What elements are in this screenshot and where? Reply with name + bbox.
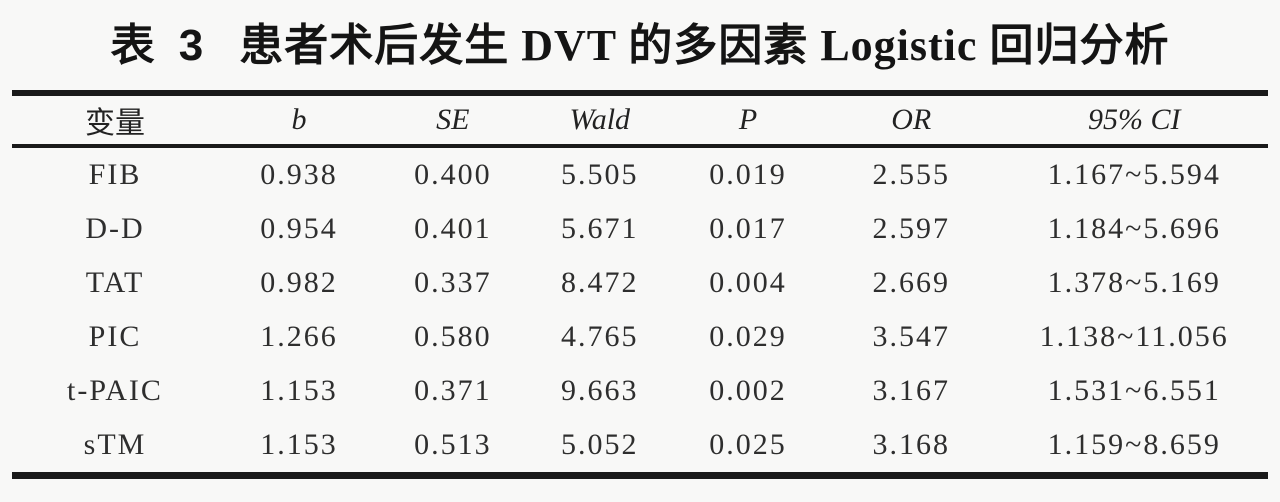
table-cell: 0.019 <box>709 158 787 191</box>
table-cell: 4.765 <box>561 320 639 353</box>
table-cell: 0.954 <box>260 212 338 245</box>
column-header: 变量 <box>84 107 145 140</box>
table-cell: 0.017 <box>709 212 787 245</box>
table-cell: 0.004 <box>709 266 787 299</box>
table-cell: 5.671 <box>561 212 639 245</box>
table-cell: 1.266 <box>260 320 338 353</box>
table-cell: PIC <box>88 320 142 353</box>
column-header: P <box>738 103 758 136</box>
table-row: t-PAIC 1.153 0.371 9.663 0.002 3.167 1.531~6.5… <box>12 364 1268 418</box>
table-header-row: 变量 b SE Wald P OR 95% CI <box>12 96 1268 146</box>
table-cell: 0.938 <box>260 158 338 191</box>
table-cell: FIB <box>88 158 142 191</box>
table-cell: 5.505 <box>561 158 639 191</box>
table-cell: 1.531~6.551 <box>1047 374 1221 407</box>
table-cell: 5.052 <box>561 428 639 461</box>
column-header: b <box>291 103 307 136</box>
table-row: PIC 1.266 0.580 4.765 0.029 3.547 1.138~11.056 <box>12 310 1268 364</box>
table-cell: sTM <box>83 428 147 461</box>
table-cell: 1.378~5.169 <box>1047 266 1221 299</box>
column-header: SE <box>436 103 470 136</box>
column-header: 95% CI <box>1087 103 1181 136</box>
table-cell: 2.597 <box>872 212 950 245</box>
table-cell: 9.663 <box>561 374 639 407</box>
table-cell: 1.167~5.594 <box>1047 158 1221 191</box>
table-caption-number: 表 3 <box>110 21 210 70</box>
table-cell: 0.580 <box>414 320 492 353</box>
table-row: TAT 0.982 0.337 8.472 0.004 2.669 1.378~5.169 <box>12 256 1268 310</box>
table-cell: 0.401 <box>414 212 492 245</box>
table-cell: 1.159~8.659 <box>1047 428 1221 461</box>
table-cell: 0.371 <box>414 374 492 407</box>
column-header: OR <box>891 103 932 136</box>
table-caption: 表 3 患者术后发生 DVT 的多因素 Logistic 回归分析 <box>0 12 1280 70</box>
table-body: FIB 0.938 0.400 5.505 0.019 2.555 1.167~5.594 D… <box>12 146 1268 472</box>
table-row: FIB 0.938 0.400 5.505 0.019 2.555 1.167~5.594 <box>12 146 1268 202</box>
table-header: 变量 b SE Wald P OR 95% CI <box>12 96 1268 146</box>
table-cell: 0.513 <box>414 428 492 461</box>
table-cell: 3.168 <box>872 428 950 461</box>
table-cell: 0.002 <box>709 374 787 407</box>
table-cell: t-PAIC <box>67 374 163 407</box>
table-cell: 0.982 <box>260 266 338 299</box>
table-row: D-D 0.954 0.401 5.671 0.017 2.597 1.184~5.696 <box>12 202 1268 256</box>
table-cell: 0.400 <box>414 158 492 191</box>
table-cell: 1.184~5.696 <box>1047 212 1221 245</box>
table-cell: 2.669 <box>872 266 950 299</box>
table-row: sTM 1.153 0.513 5.052 0.025 3.168 1.159~8.659 <box>12 418 1268 472</box>
table-cell: 2.555 <box>872 158 950 191</box>
table-cell: 1.153 <box>260 428 338 461</box>
table-cell: 0.029 <box>709 320 787 353</box>
column-header: Wald <box>569 103 631 136</box>
table-cell: 1.153 <box>260 374 338 407</box>
table-cell: 3.547 <box>872 320 950 353</box>
table-cell: 8.472 <box>561 266 639 299</box>
table-cell: 1.138~11.056 <box>1039 320 1229 353</box>
table-cell: D-D <box>85 212 145 245</box>
table-caption-text: 患者术后发生 DVT 的多因素 Logistic 回归分析 <box>239 21 1170 70</box>
regression-table-wrapper: 变量 b SE Wald P OR 95% CI FIB 0.938 0.400 5.505 0.0… <box>12 90 1268 479</box>
regression-table: 变量 b SE Wald P OR 95% CI FIB 0.938 0.400 5.505 0.0… <box>12 96 1268 472</box>
table-cell: TAT <box>85 266 145 299</box>
table-cell: 3.167 <box>872 374 950 407</box>
table-cell: 0.337 <box>414 266 492 299</box>
table-cell: 0.025 <box>709 428 787 461</box>
